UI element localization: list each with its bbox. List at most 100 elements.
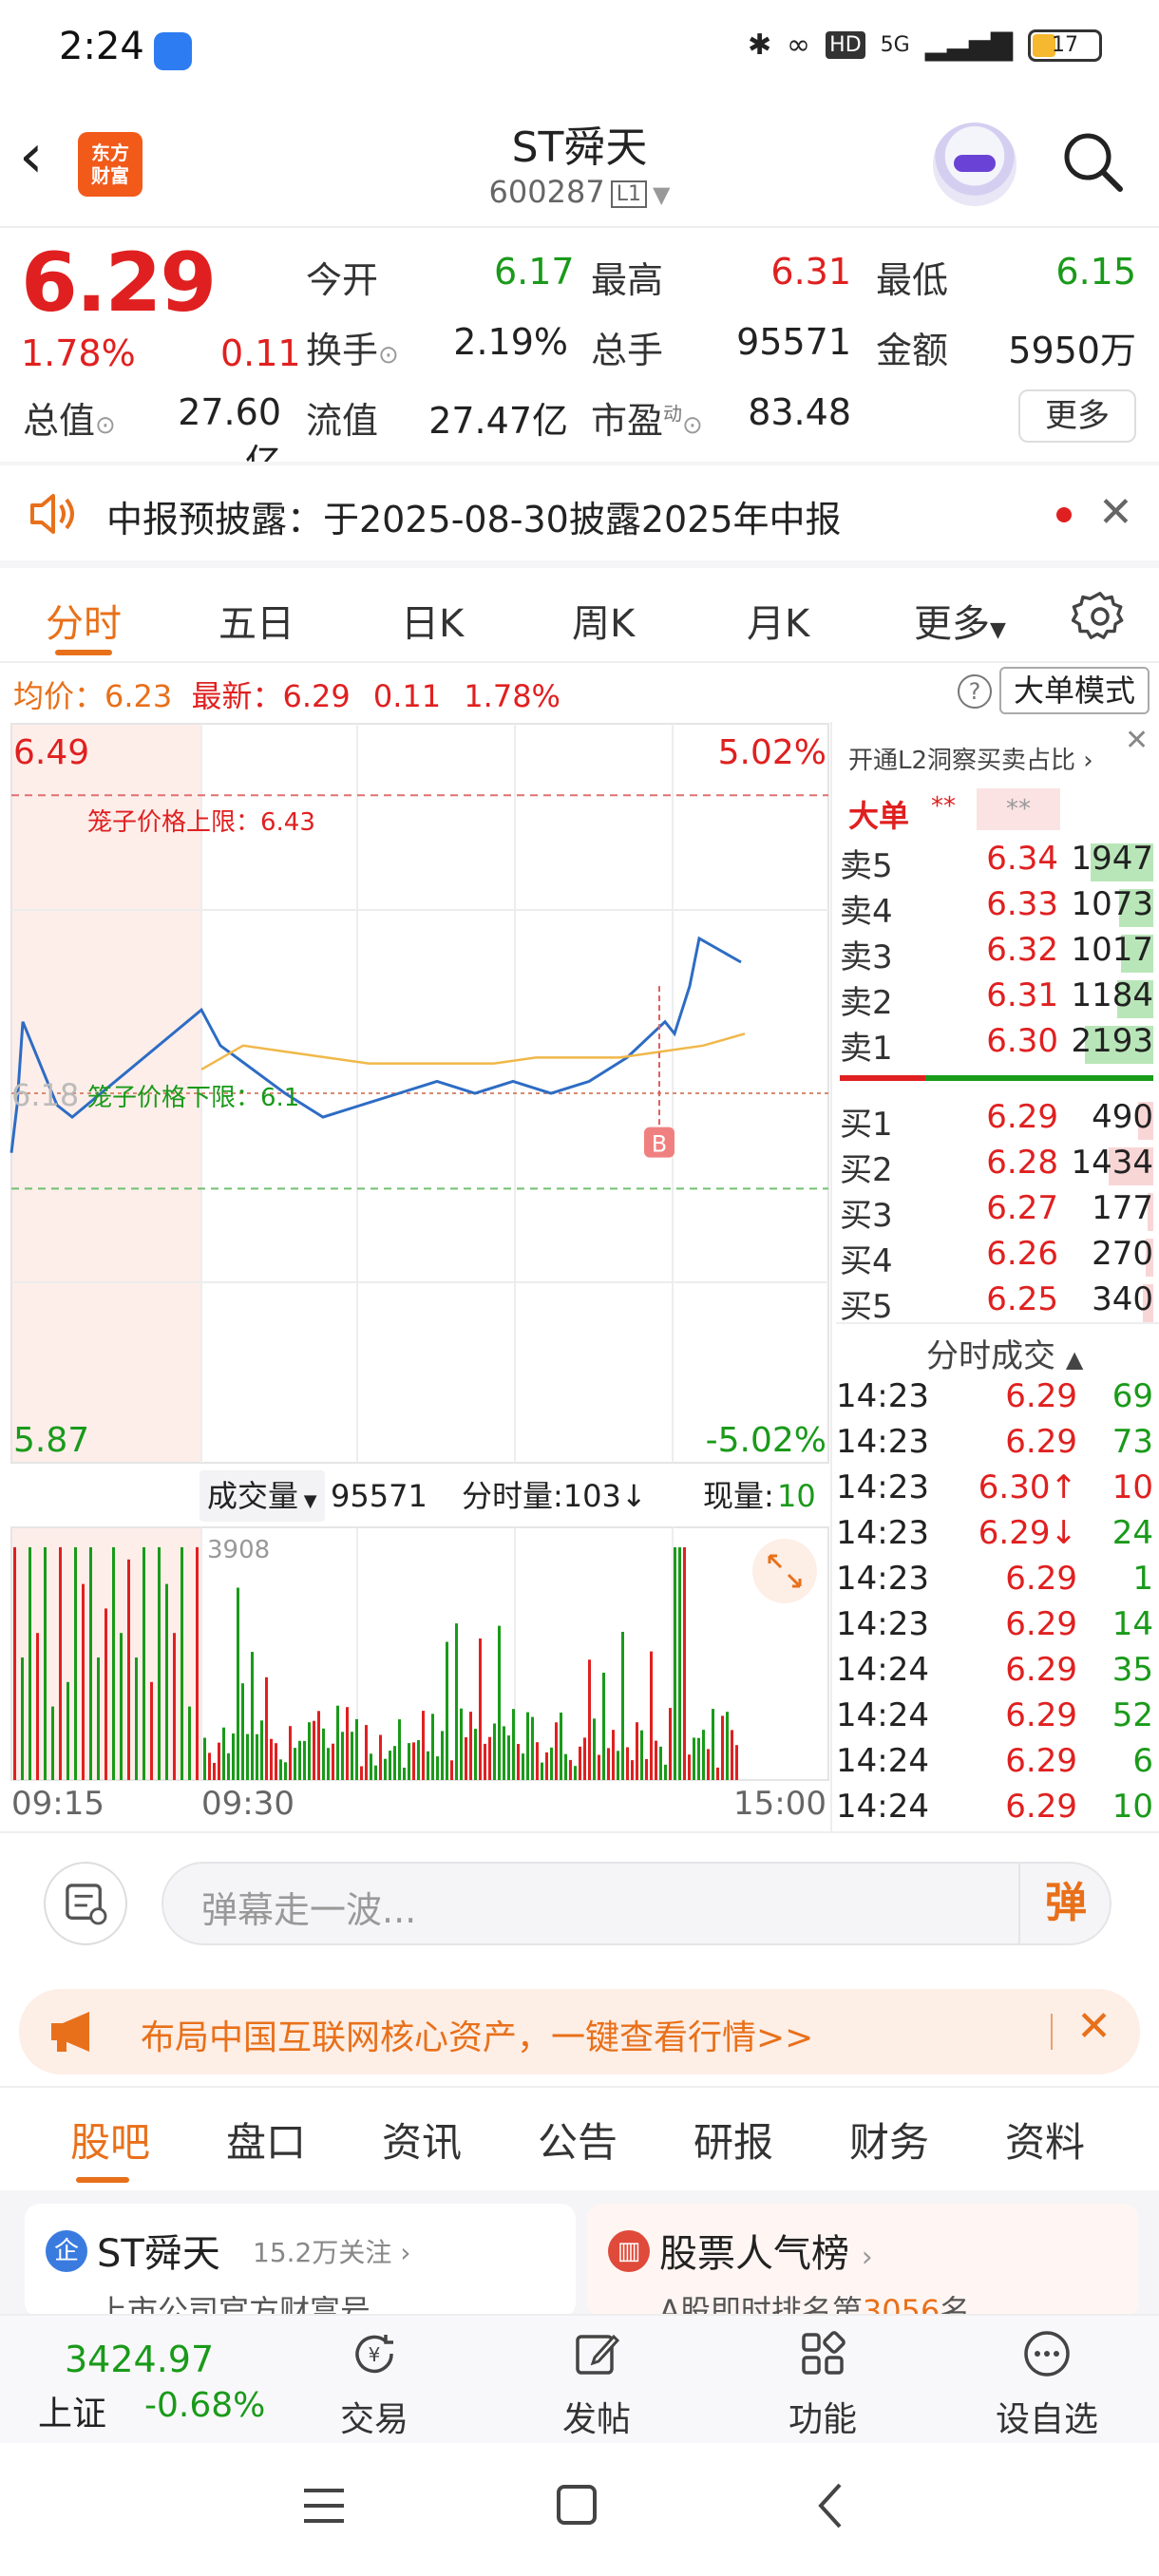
volume-bar xyxy=(44,1546,47,1780)
close-icon[interactable]: ✕ xyxy=(1125,724,1150,757)
order-book-row: 卖4 6.33 1073 xyxy=(840,885,1153,931)
index-pct: -0.68% xyxy=(144,2386,266,2425)
volume-bar xyxy=(678,1546,681,1780)
notice-bar[interactable]: 中报预披露：于2025-08-30披露2025年中报 ✕ xyxy=(0,465,1159,560)
volume-bar xyxy=(279,1759,282,1780)
order-book-row: 卖5 6.34 1947 xyxy=(840,840,1153,885)
volume-bar xyxy=(188,1706,191,1780)
volume-dropdown[interactable]: 成交量 ▼ xyxy=(207,1478,317,1514)
volume-bar xyxy=(270,1738,273,1780)
volume-bar xyxy=(241,1683,244,1780)
tab-research[interactable]: 研报 xyxy=(694,2119,774,2166)
volume-bar xyxy=(545,1752,548,1780)
stock-code[interactable]: 600287 L1 ▼ xyxy=(488,174,671,210)
volume-bar xyxy=(21,1657,24,1780)
trade-row: 14:23 6.29↓ 24 xyxy=(836,1514,1153,1552)
close-icon[interactable]: ✕ xyxy=(1098,488,1133,537)
home-icon[interactable] xyxy=(557,2485,597,2525)
danmu-settings-icon[interactable] xyxy=(44,1862,127,1945)
expand-icon[interactable] xyxy=(752,1539,817,1603)
bluetooth-icon: ✱ xyxy=(748,28,772,62)
back-nav-icon[interactable] xyxy=(818,2483,842,2529)
apps-icon xyxy=(802,2331,846,2375)
danmu-button[interactable]: 弹 xyxy=(1018,1864,1112,1943)
tab-news[interactable]: 资讯 xyxy=(382,2119,463,2166)
volume-bar xyxy=(232,1733,235,1780)
volume-bar xyxy=(612,1730,615,1780)
volume-bar xyxy=(507,1735,510,1780)
volume-max-label: 3908 xyxy=(207,1536,270,1564)
order-book-row: 买1 6.29 490 xyxy=(840,1098,1153,1144)
upper-limit-label: 笼子价格上限：6.43 xyxy=(87,808,315,837)
current-price: 6.29 xyxy=(21,236,217,331)
volume-bar xyxy=(246,1733,249,1780)
volume-bar xyxy=(427,1751,429,1780)
big-order-mode-button[interactable]: 大单模式 xyxy=(999,667,1150,714)
tab-monthly-k[interactable]: 月K xyxy=(747,602,810,646)
tab-more[interactable]: 更多▼ xyxy=(914,602,1006,646)
volume-bar xyxy=(579,1746,581,1780)
avg-price-line: 均价：6.23 最新：6.29 0.11 1.78% xyxy=(13,678,560,714)
tab-intraday[interactable]: 分时 xyxy=(46,602,122,646)
time-end-label: 15:00 xyxy=(733,1785,826,1823)
volume-bar xyxy=(36,1633,39,1780)
nav-post[interactable]: 发帖 xyxy=(530,2325,663,2441)
tab-profile[interactable]: 资料 xyxy=(1005,2119,1086,2166)
volume-bar xyxy=(479,1638,482,1780)
volume-bar xyxy=(203,1737,206,1780)
danmu-input[interactable]: 弹幕走一波... 弹 xyxy=(162,1862,1112,1945)
trades-title[interactable]: 分时成交 ▲ xyxy=(926,1337,1084,1375)
bid-ask-split-bar xyxy=(840,1075,1153,1081)
search-icon[interactable] xyxy=(1059,128,1126,195)
popularity-card[interactable]: ▥ 股票人气榜 › A股即时排名第3056名 xyxy=(587,2204,1138,2318)
volume-bar xyxy=(493,1723,496,1780)
tab-weekly-k[interactable]: 周K xyxy=(572,602,636,646)
volume-bar xyxy=(664,1764,667,1780)
promo-banner[interactable]: 布局中国互联网核心资产，一键查看行情>> ✕ xyxy=(19,1989,1140,2074)
volume-bar xyxy=(360,1766,363,1780)
tab-five-day[interactable]: 五日 xyxy=(218,602,294,646)
volume-bar xyxy=(669,1708,672,1780)
tab-pankou[interactable]: 盘口 xyxy=(226,2119,307,2166)
volume-bar xyxy=(59,1546,62,1780)
volume-bar xyxy=(574,1766,577,1780)
nav-trade[interactable]: ¥ 交易 xyxy=(308,2325,441,2441)
assistant-avatar[interactable] xyxy=(933,123,1016,206)
volume-bar xyxy=(488,1736,491,1780)
gear-icon[interactable] xyxy=(1072,587,1129,644)
tab-finance[interactable]: 财务 xyxy=(849,2119,930,2166)
l2-upgrade-link[interactable]: 开通L2洞察买卖占比 › xyxy=(848,747,1093,775)
time-start-label: 09:15 xyxy=(11,1785,104,1823)
help-icon[interactable]: ? xyxy=(958,674,992,709)
intraday-chart[interactable]: B 6.49 5.02% 5.87 -5.02% 6.18 笼子价格上限：6.4… xyxy=(0,722,830,1833)
tab-daily-k[interactable]: 日K xyxy=(401,602,465,646)
volume-bar xyxy=(588,1659,591,1780)
volume-bar xyxy=(370,1753,372,1780)
volume-bar xyxy=(379,1734,382,1780)
turnover-label: 换手⊙ xyxy=(306,330,399,371)
back-icon[interactable]: ‹ xyxy=(19,122,44,192)
y-max-label: 6.49 xyxy=(13,733,89,772)
volume-bar xyxy=(336,1705,339,1780)
company-icon: 企 xyxy=(46,2230,87,2272)
volume-bar xyxy=(450,1760,453,1780)
company-account-card[interactable]: 企 ST舜天 15.2万关注 › 上市公司官方财富号 xyxy=(25,2204,576,2318)
trade-row: 14:23 6.29 1 xyxy=(836,1560,1153,1598)
nav-functions[interactable]: 功能 xyxy=(756,2325,889,2441)
tab-guba[interactable]: 股吧 xyxy=(70,2119,151,2166)
chart-icon: ▥ xyxy=(608,2230,650,2272)
tab-announcements[interactable]: 公告 xyxy=(538,2119,618,2166)
more-button[interactable]: 更多 xyxy=(1018,389,1136,443)
volume-bar xyxy=(180,1546,183,1780)
trade-row: 14:24 6.29 10 xyxy=(836,1788,1153,1826)
volume-bar xyxy=(112,1546,115,1780)
volume-bar xyxy=(655,1740,657,1780)
volume-value: 95571 xyxy=(736,321,851,363)
order-book-row: 买2 6.28 1434 xyxy=(840,1144,1153,1189)
big-order-label: 大单 xyxy=(848,798,910,834)
close-icon[interactable]: ✕ xyxy=(1076,2002,1112,2051)
volume-bar xyxy=(265,1676,268,1780)
menu-icon[interactable] xyxy=(304,2489,344,2523)
nav-add-watchlist[interactable]: 设自选 xyxy=(980,2325,1113,2441)
card-title: ST舜天 xyxy=(97,2232,220,2276)
